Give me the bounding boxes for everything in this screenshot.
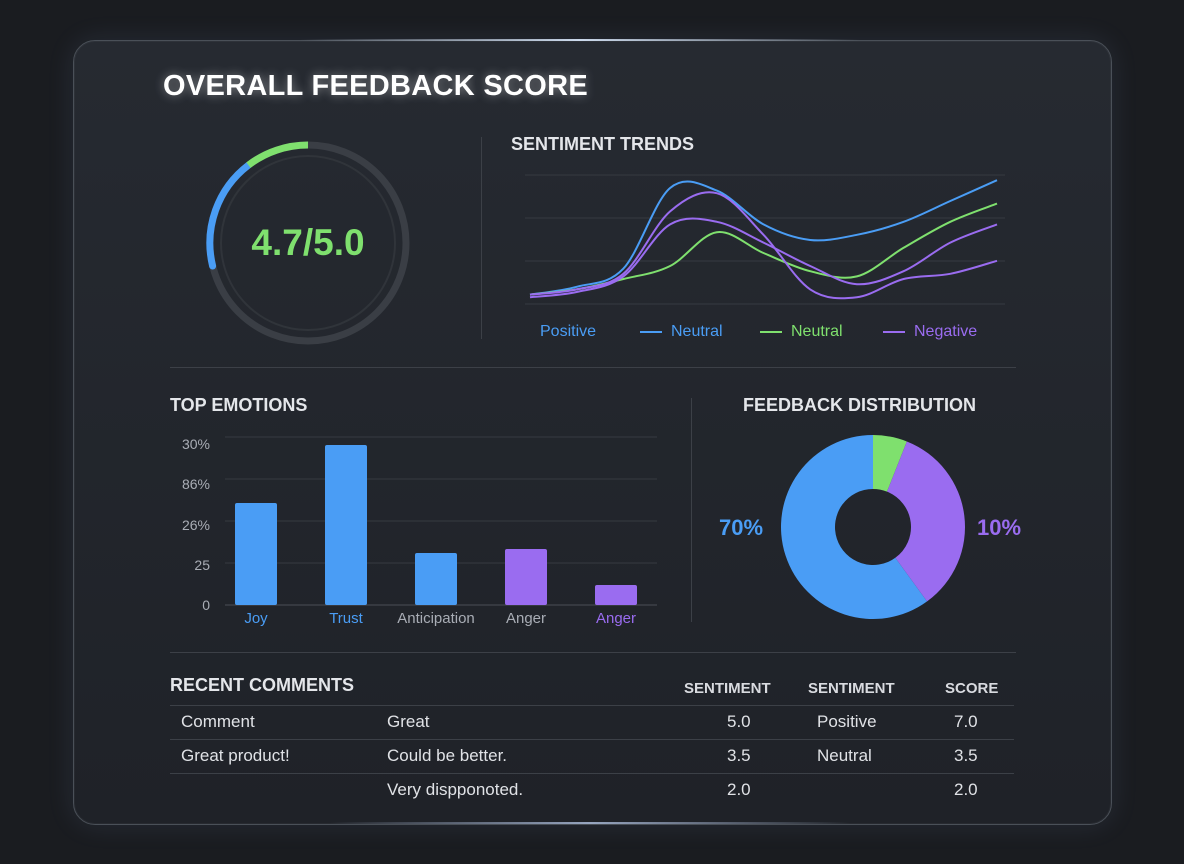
sentiment-label: Positive bbox=[817, 712, 877, 731]
panel-bottom-glow bbox=[330, 822, 850, 824]
pie-slice-0 bbox=[781, 435, 928, 619]
y-tick-label: 0 bbox=[202, 597, 210, 613]
trend-series-line-1 bbox=[529, 202, 998, 296]
score-value-cell: 3.5 bbox=[954, 746, 978, 765]
bar-category-label: Joy bbox=[244, 610, 268, 627]
divider-lower bbox=[170, 652, 1016, 653]
comment-text: Very dispponoted. bbox=[387, 780, 524, 799]
gauge-arc-green bbox=[246, 141, 309, 168]
legend-neutral-green-label: Neutral bbox=[791, 323, 843, 340]
bar-category-label: Anticipation bbox=[397, 610, 475, 627]
divider-top bbox=[481, 137, 482, 339]
gauge-arc-blue bbox=[206, 161, 252, 270]
score-value-cell: 2.0 bbox=[954, 780, 978, 799]
legend-line-purple bbox=[883, 331, 905, 333]
top-emotions-chart bbox=[225, 436, 657, 606]
row-divider bbox=[170, 773, 1014, 774]
feedback-distribution-chart bbox=[781, 435, 965, 619]
pie-slice-1 bbox=[873, 435, 907, 492]
top-emotions-title: TOP EMOTIONS bbox=[170, 395, 308, 415]
trend-series-line-0 bbox=[529, 179, 998, 296]
legend-positive: Positive bbox=[540, 323, 596, 341]
bar-trust bbox=[325, 445, 367, 605]
pie-label-left: 70% bbox=[719, 515, 764, 540]
gauge-inner-ring bbox=[220, 155, 396, 331]
sentiment-value: 3.5 bbox=[727, 746, 751, 765]
y-tick-label: 25 bbox=[194, 557, 210, 573]
bar-category-label: Anger bbox=[595, 610, 637, 627]
sentiment-value: 2.0 bbox=[727, 780, 751, 799]
legend-negative-label: Negative bbox=[914, 323, 978, 340]
sentiment-value: 5.0 bbox=[727, 712, 751, 731]
comment-text: Great bbox=[387, 712, 430, 731]
sentiment-trends-title: SENTIMENT TRENDS bbox=[511, 134, 695, 154]
score-value-cell: 7.0 bbox=[954, 712, 978, 731]
legend-neutral-green: Neutral bbox=[760, 323, 843, 341]
recent-comments-title: RECENT COMMENTS bbox=[170, 675, 354, 695]
legend-neutral-blue-label: Neutral bbox=[671, 323, 723, 340]
y-tick-label: 30% bbox=[181, 436, 210, 452]
comment-author: Comment bbox=[181, 712, 255, 731]
trend-series-line-2 bbox=[529, 217, 998, 299]
bar-category-label: Trust bbox=[329, 610, 363, 627]
feedback-distribution-title: FEEDBACK DISTRIBUTION bbox=[743, 395, 976, 415]
pie-label-right: 10% bbox=[977, 515, 1022, 540]
divider-middle bbox=[691, 398, 692, 622]
comment-author: Great product! bbox=[181, 746, 290, 765]
sentiment-trends-chart bbox=[525, 174, 1005, 305]
bar-joy bbox=[235, 503, 277, 605]
score-gauge bbox=[206, 141, 410, 345]
score-value: 4.7/5.0 bbox=[251, 222, 365, 263]
comment-text: Could be better. bbox=[387, 746, 508, 765]
bar-anger bbox=[505, 549, 547, 605]
bar-category-label: Anger bbox=[505, 610, 547, 627]
bar-anticipation bbox=[415, 553, 457, 605]
table-header-line bbox=[170, 705, 1014, 706]
legend-line-green bbox=[760, 331, 782, 333]
column-header-score: SCORE bbox=[945, 680, 999, 697]
pie-slice-2 bbox=[886, 441, 965, 602]
legend-positive-label: Positive bbox=[540, 323, 597, 340]
legend-line-blue bbox=[640, 331, 662, 333]
legend-neutral-blue: Neutral bbox=[640, 323, 723, 341]
y-tick-label: 26% bbox=[181, 517, 210, 533]
sentiment-label: Neutral bbox=[817, 746, 872, 765]
divider-upper bbox=[170, 367, 1016, 368]
bar-anger bbox=[595, 585, 637, 605]
trend-series-line-3 bbox=[529, 191, 998, 300]
page-title: OVERALL FEEDBACK SCORE bbox=[163, 70, 588, 102]
y-tick-label: 86% bbox=[181, 476, 210, 492]
panel-top-glow bbox=[300, 39, 860, 41]
column-header-sentiment-2: SENTIMENT bbox=[808, 680, 895, 697]
column-header-sentiment: SENTIMENT bbox=[684, 680, 771, 697]
row-divider bbox=[170, 739, 1014, 740]
legend-negative: Negative bbox=[883, 323, 977, 341]
